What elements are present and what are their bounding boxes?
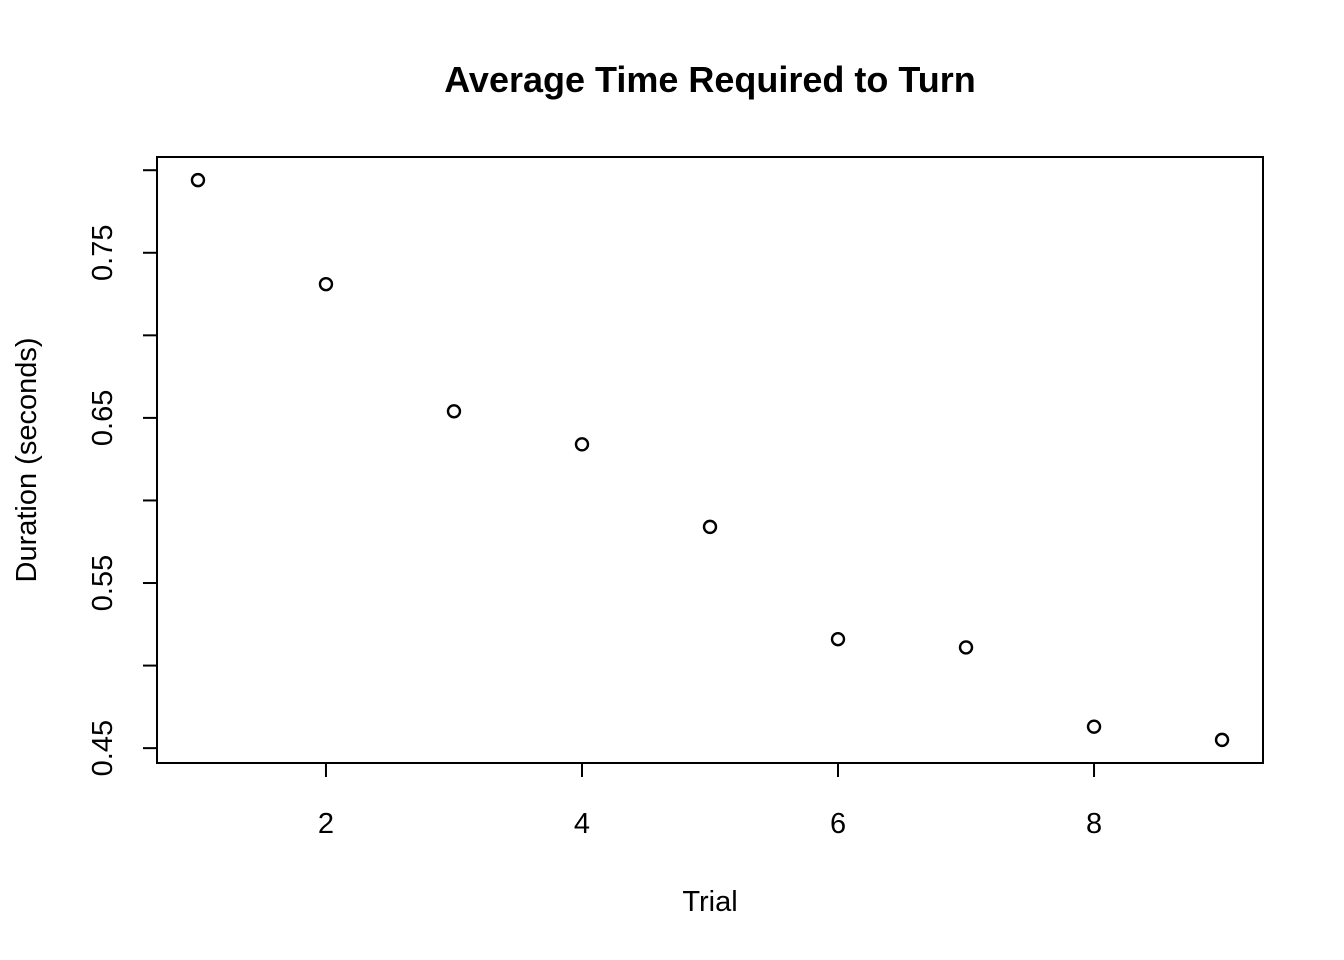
y-axis-label: Duration (seconds) <box>11 338 43 583</box>
x-tick-label: 8 <box>1086 808 1102 840</box>
data-point <box>1214 732 1230 748</box>
x-axis: 2 4 6 8 <box>318 762 1102 840</box>
chart-title: Average Time Required to Turn <box>444 59 975 100</box>
x-tick-label: 2 <box>318 808 334 840</box>
data-point <box>446 404 462 419</box>
data-point <box>574 437 590 452</box>
y-axis: 0.45 0.55 0.65 0.75 <box>87 169 158 776</box>
y-tick-label: 0.75 <box>87 225 119 281</box>
data-points <box>190 172 1230 748</box>
y-tick-label: 0.55 <box>87 555 119 611</box>
data-point <box>190 172 206 188</box>
y-tick-label: 0.45 <box>87 720 119 776</box>
data-point <box>830 631 846 647</box>
x-tick-label: 6 <box>830 808 846 840</box>
y-tick-label: 0.65 <box>87 390 119 446</box>
plot-frame <box>156 156 1264 764</box>
data-point <box>702 519 718 535</box>
x-tick-label: 4 <box>574 808 590 840</box>
data-point <box>958 640 974 655</box>
data-point <box>1086 719 1102 734</box>
x-axis-label: Trial <box>682 886 737 918</box>
data-point <box>318 276 334 292</box>
